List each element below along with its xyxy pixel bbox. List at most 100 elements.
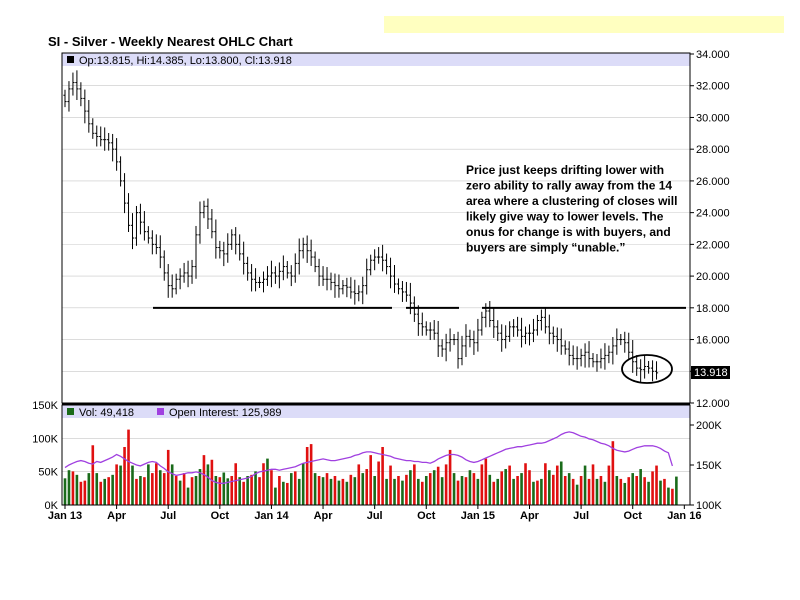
volume-bar [675, 476, 678, 505]
volume-bar [524, 463, 527, 505]
volume-bar [345, 481, 349, 505]
volume-bar [186, 487, 190, 505]
top-right-highlight-band [384, 16, 784, 33]
x-tick-label: Jan 15 [461, 510, 495, 522]
ohlc-bar [519, 317, 524, 348]
volume-bar [293, 471, 297, 505]
ohlc-bar [456, 331, 460, 369]
volume-bar [329, 478, 333, 505]
ohlc-bar [373, 249, 377, 271]
volume-bar [464, 477, 468, 505]
volume-bar [214, 476, 218, 505]
volume-bar [619, 478, 623, 505]
volume-bar [655, 465, 658, 505]
ohlc-bar [234, 227, 238, 255]
ohlc-bar [305, 235, 309, 263]
volume-bar [349, 474, 353, 505]
ohlc-bar [424, 321, 428, 336]
volume-bar [583, 465, 587, 505]
ohlc-bar [285, 261, 289, 279]
price-tick-label: 24.000 [696, 208, 730, 220]
volume-bar [532, 481, 535, 505]
volume-tick-label: 150K [32, 400, 58, 412]
ohlc-bar [599, 348, 603, 369]
ohlc-bar [444, 333, 448, 362]
volume-bar [520, 473, 523, 505]
volume-bar [111, 474, 114, 505]
chart-title: SI - Silver - Weekly Nearest OHLC Chart [48, 34, 293, 49]
volume-bar [131, 465, 134, 505]
ohlc-bar [579, 348, 583, 367]
volume-bar [611, 441, 615, 505]
volume-bar [389, 465, 392, 505]
ohlc-bar [607, 345, 611, 364]
price-legend: Op:13.815, Hi:14.385, Lo:13.800, Cl:13.9… [79, 55, 292, 67]
volume-bar [194, 476, 198, 505]
ohlc-bar [623, 331, 627, 353]
volume-bar [492, 481, 496, 505]
volume-bar [158, 470, 162, 505]
volume-bar [377, 461, 380, 505]
volume-bar [341, 478, 345, 505]
volume-bar [67, 470, 71, 505]
volume-bar [337, 480, 341, 505]
volume-bar [528, 470, 531, 505]
volume-bar [488, 474, 492, 505]
ohlc-bar [460, 335, 464, 366]
ohlc-bar [341, 280, 345, 295]
ohlc-bar [265, 266, 270, 286]
x-tick-label: Jan 14 [254, 510, 289, 522]
ohlc-bar [83, 89, 87, 124]
volume-bar [155, 463, 158, 505]
volume-bar [206, 464, 210, 505]
volume-bar [218, 477, 222, 505]
volume-bar [301, 463, 305, 505]
volume-bar [607, 465, 611, 505]
ohlc-bar [206, 198, 210, 229]
ohlc-bar [277, 262, 281, 289]
open-interest-legend-swatch [157, 408, 164, 415]
ohlc-bar [317, 258, 321, 287]
volume-bar [309, 444, 313, 505]
ohlc-bar [559, 328, 563, 355]
ohlc-bar [527, 324, 532, 346]
price-tick-label: 12.000 [696, 398, 730, 410]
ohlc-bar [150, 230, 154, 255]
volume-bar [202, 455, 206, 505]
volume-bar [643, 477, 646, 505]
volume-bar [456, 480, 460, 505]
last-price-box [691, 366, 730, 379]
volume-bar [135, 478, 138, 505]
ohlc-bar [464, 324, 468, 357]
ohlc-bar [563, 340, 567, 355]
ohlc-bar [333, 273, 337, 298]
volume-bar [385, 478, 388, 505]
price-tick-label: 20.000 [696, 271, 730, 283]
volume-bar [579, 476, 583, 505]
price-tick-label: 26.000 [696, 176, 730, 188]
last-price-label: 13.918 [694, 367, 728, 379]
volume-bar [476, 478, 480, 505]
volume-bar [151, 473, 154, 505]
volume-bar [71, 471, 75, 505]
ohlc-bar [508, 321, 512, 342]
volume-bar [182, 473, 186, 505]
ohlc-bar [75, 70, 79, 101]
x-tick-label: Jul [160, 510, 176, 522]
price-tick-label: 32.000 [696, 81, 730, 93]
volume-bar [95, 473, 99, 505]
panel-divider [62, 403, 690, 405]
x-tick-label: Apr [107, 510, 127, 522]
volume-bar [559, 461, 563, 505]
ohlc-bar [261, 271, 266, 293]
volume-bar [226, 478, 230, 505]
ohlc-bar [388, 257, 393, 289]
ohlc-bar [603, 343, 607, 370]
volume-bar [575, 484, 579, 505]
price-panel: Op:13.815, Hi:14.385, Lo:13.800, Cl:13.9… [61, 49, 730, 410]
ohlc-bar [166, 264, 170, 298]
price-bars [63, 70, 659, 382]
ohlc-bar [416, 305, 420, 336]
x-tick-label: Oct [417, 510, 436, 522]
ohlc-bar [551, 326, 555, 345]
